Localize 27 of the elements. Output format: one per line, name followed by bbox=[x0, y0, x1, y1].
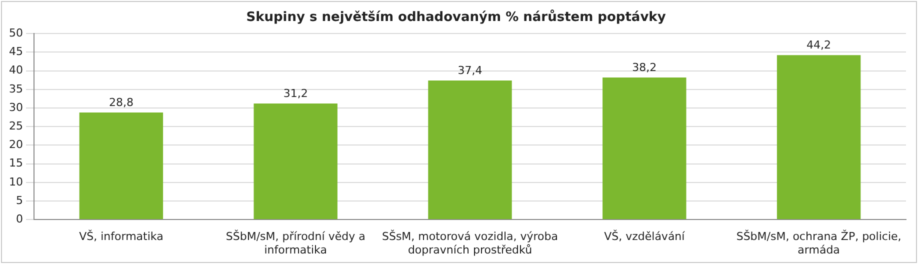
bar bbox=[776, 55, 861, 220]
y-tick-label: 40 bbox=[8, 64, 23, 77]
x-tick-label: VŠ, vzdělávání bbox=[604, 229, 686, 244]
bar bbox=[79, 112, 164, 220]
bar bbox=[602, 77, 686, 220]
y-tick-label: 5 bbox=[16, 194, 23, 207]
y-tick-label: 15 bbox=[8, 156, 23, 170]
data-label: 37,4 bbox=[458, 64, 482, 77]
data-label: 44,2 bbox=[806, 38, 832, 52]
x-tick-label: SŠbM/sM, přírodní vědy a informatika bbox=[226, 229, 366, 256]
bar bbox=[428, 80, 512, 220]
y-tick-label: 10 bbox=[8, 175, 23, 188]
y-tick-label: 25 bbox=[8, 119, 23, 132]
x-tick-label: VŠ, informatika bbox=[79, 229, 164, 244]
data-label: 38,2 bbox=[632, 60, 657, 74]
y-tick-label: 20 bbox=[8, 138, 23, 152]
y-tick-label: 30 bbox=[8, 100, 23, 114]
data-label: 31,2 bbox=[283, 86, 308, 100]
chart-title: Skupiny s největším odhadovaným % nárůstem poptávky bbox=[246, 9, 666, 26]
data-label: 28,8 bbox=[108, 96, 134, 109]
x-tick-label: SŠsM, motorová vozidla, výroba dopravních prostředků bbox=[382, 229, 558, 256]
y-tick-label: 50 bbox=[8, 26, 23, 40]
y-tick-label: 0 bbox=[16, 212, 23, 226]
bar bbox=[254, 104, 338, 220]
x-tick-label: SŠbM/sM, ochrana ŽP, policie, armáda bbox=[736, 229, 902, 256]
y-tick-label: 35 bbox=[8, 82, 23, 96]
y-tick-label: 45 bbox=[8, 45, 23, 58]
